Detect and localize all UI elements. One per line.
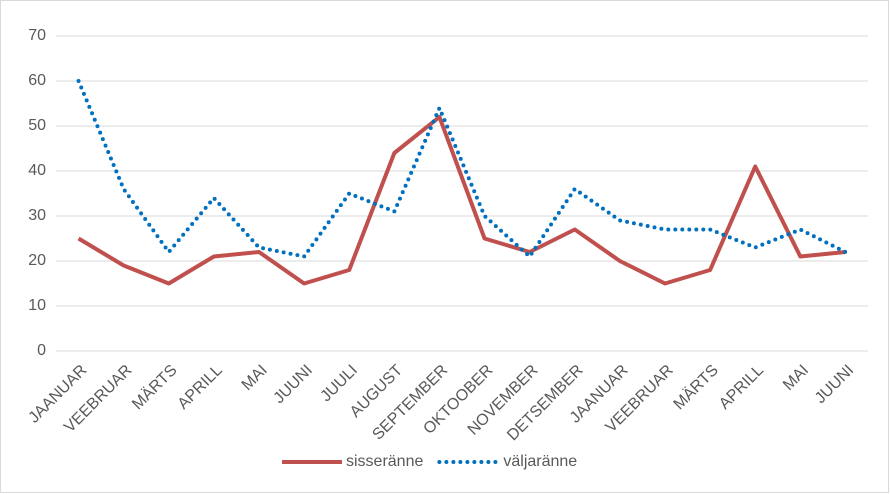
y-tick-label: 50 (28, 117, 46, 134)
series-line (76, 79, 848, 260)
series-line (77, 115, 846, 286)
legend-label: sisseränne (346, 453, 423, 470)
y-tick-label: 20 (28, 252, 46, 269)
legend-label: väljaränne (503, 453, 577, 470)
y-tick-label: 30 (28, 207, 46, 224)
y-tick-label: 10 (28, 297, 46, 314)
y-tick-label: 70 (28, 27, 46, 44)
y-tick-label: 60 (28, 72, 46, 89)
y-tick-label: 40 (28, 162, 46, 179)
y-tick-label: 0 (37, 342, 46, 359)
